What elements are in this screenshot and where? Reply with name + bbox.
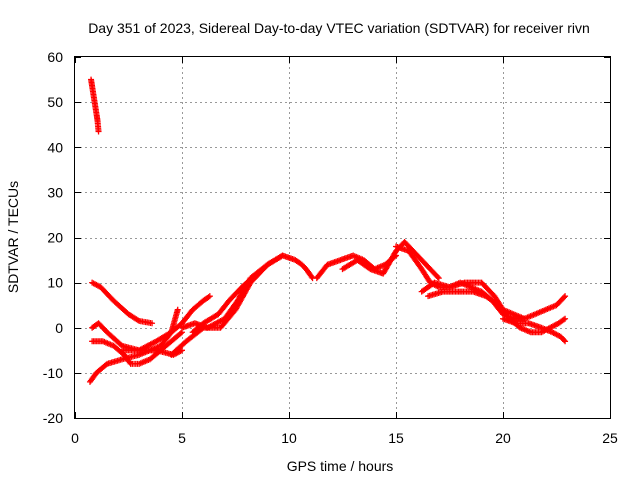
series-arc-15 <box>500 315 569 345</box>
x-tick-label: 15 <box>388 430 404 446</box>
series-arc-13 <box>418 279 528 322</box>
series-arc-3 <box>86 306 181 385</box>
data-point-fill <box>560 337 567 344</box>
x-tick-label: 5 <box>178 430 186 446</box>
y-tick-label: 20 <box>47 230 63 246</box>
data-point-fill <box>263 262 270 269</box>
series-arc-2 <box>89 279 156 327</box>
series-group <box>86 76 569 385</box>
data-point-fill <box>308 273 315 280</box>
x-tick-label: 10 <box>281 430 297 446</box>
data-point <box>264 261 271 268</box>
grid <box>75 57 610 418</box>
data-point <box>562 338 569 345</box>
data-point-fill <box>177 330 184 337</box>
data-point-fill <box>134 317 141 324</box>
x-axis-label: GPS time / hours <box>287 458 394 474</box>
y-tick-label: 50 <box>47 94 63 110</box>
data-point-fill <box>560 294 567 301</box>
data-point <box>206 293 213 300</box>
series-arc-9 <box>189 261 271 336</box>
y-tick-label: 40 <box>47 139 63 155</box>
y-tick-label: 60 <box>47 49 63 65</box>
data-point <box>562 315 569 322</box>
y-tick-label: 0 <box>55 320 63 336</box>
data-point <box>435 275 442 282</box>
x-tick-label: 20 <box>495 430 511 446</box>
data-point-fill <box>434 273 441 280</box>
data-point <box>562 293 569 300</box>
x-tick-label: 0 <box>71 430 79 446</box>
plot-frame <box>74 56 611 419</box>
series-arc-1 <box>88 76 102 135</box>
data-point <box>95 128 102 135</box>
x-tick-label: 25 <box>602 430 618 446</box>
series-arc-6 <box>119 293 213 354</box>
data-point-fill <box>205 294 212 301</box>
series-arc-5 <box>89 329 185 367</box>
data-point <box>174 306 181 313</box>
y-tick-label: -10 <box>43 365 63 381</box>
series-arc-16 <box>510 293 569 322</box>
y-tick-label: 30 <box>47 184 63 200</box>
data-point <box>279 252 286 259</box>
axis-ticks: 0 5 10 15 20 25 -20 -10 0 10 20 30 40 50 60 <box>43 49 618 446</box>
y-tick-label: 10 <box>47 275 63 291</box>
series-arc-7 <box>168 252 316 358</box>
data-point <box>149 320 156 327</box>
chart-title: Day 351 of 2023, Sidereal Day-to-day VTE… <box>88 20 590 36</box>
data-point-fill <box>560 316 567 323</box>
y-tick-label: -20 <box>43 410 63 426</box>
y-axis-label: SDTVAR / TECUs <box>5 181 21 293</box>
series-arc-4 <box>89 320 185 358</box>
